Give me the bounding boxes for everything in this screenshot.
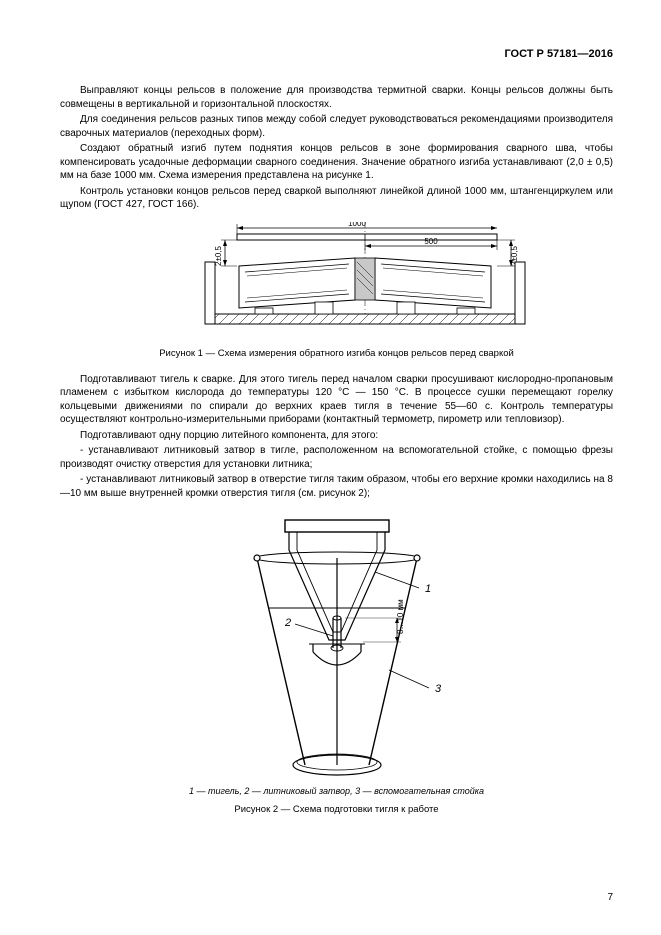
page-number: 7 bbox=[607, 892, 613, 903]
dim-1000: 1000 bbox=[348, 222, 366, 228]
figure-2-diagram: 1 2 3 8…10 мм bbox=[197, 510, 477, 780]
paragraph-4: Контроль установки концов рельсов перед … bbox=[60, 185, 613, 212]
paragraph-3: Создают обратный изгиб путем поднятия ко… bbox=[60, 142, 613, 183]
paragraph-2: Для соединения рельсов разных типов межд… bbox=[60, 113, 613, 140]
doc-id: ГОСТ Р 57181—2016 bbox=[504, 48, 613, 60]
dim-500: 500 bbox=[424, 237, 438, 246]
fig2-label-3: 3 bbox=[435, 683, 442, 695]
paragraph-5: Подготавливают тигель к сварке. Для этог… bbox=[60, 373, 613, 427]
fig2-dim-vert: 8…10 мм bbox=[396, 599, 405, 634]
rail-left bbox=[239, 258, 355, 308]
bullet-1: - устанавливают литниковый затвор в тигл… bbox=[60, 444, 613, 471]
figure-2-caption: Рисунок 2 — Схема подготовки тигля к раб… bbox=[60, 804, 613, 815]
paragraph-1: Выправляют концы рельсов в положение для… bbox=[60, 84, 613, 111]
fig2-label-1: 1 bbox=[425, 583, 431, 595]
page-container: ГОСТ Р 57181—2016 Выправляют концы рельс… bbox=[0, 0, 661, 935]
figure-2-legend: 1 — тигель, 2 — литниковый затвор, 3 — в… bbox=[60, 786, 613, 796]
paragraph-6: Подготавливают одну порцию литейного ком… bbox=[60, 429, 613, 443]
figure-1-caption: Рисунок 1 — Схема измерения обратного из… bbox=[60, 348, 613, 359]
fig2-label-2: 2 bbox=[284, 617, 291, 629]
rail-right bbox=[375, 258, 491, 308]
figure-1-diagram: 1000 500 2±0,5 2±0,5 bbox=[147, 222, 527, 340]
document-header: ГОСТ Р 57181—2016 bbox=[60, 48, 613, 60]
bullet-2: - устанавливают литниковый затвор в отве… bbox=[60, 473, 613, 500]
